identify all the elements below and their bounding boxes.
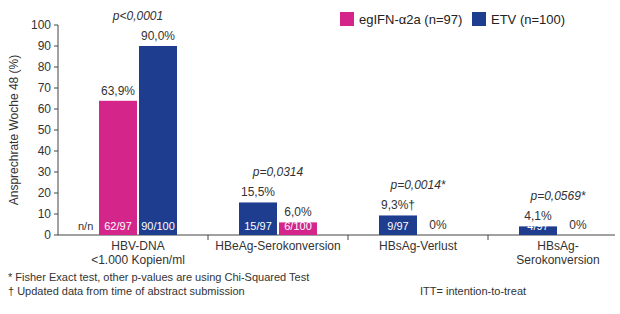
value-label: 63,9% xyxy=(101,84,135,98)
bar xyxy=(559,235,597,236)
bar xyxy=(239,202,277,235)
y-tick-label: 50 xyxy=(38,123,52,137)
x-separator xyxy=(348,235,349,240)
y-tick-label: 0 xyxy=(44,228,51,242)
footnote: ITT= intention-to-treat xyxy=(420,285,526,297)
y-axis-label: Ansprechrate Woche 48 (%) xyxy=(7,55,21,206)
value-label: 15,5% xyxy=(241,185,275,199)
value-label: 0% xyxy=(569,218,587,232)
y-tick-label: 10 xyxy=(38,207,52,221)
y-tick xyxy=(54,172,58,173)
y-tick xyxy=(54,67,58,68)
x-tick-label: HBeAg-Serokonversion xyxy=(215,239,340,253)
x-tick-label: HBsAg-Verlust xyxy=(379,239,458,253)
x-tick-label-line: HBV-DNA xyxy=(111,239,164,253)
value-label: 90,0% xyxy=(141,29,175,43)
count-label: 9/97 xyxy=(387,220,408,232)
footnote: † Updated data from time of abstract sub… xyxy=(8,285,245,297)
y-tick-label: 100 xyxy=(31,18,51,32)
y-tick xyxy=(54,235,58,236)
legend-swatch xyxy=(340,12,354,26)
p-value: p<0,0001 xyxy=(112,9,163,23)
p-value: p=0,0314 xyxy=(252,165,304,179)
legend-label: ETV (n=100) xyxy=(491,12,565,27)
legend: egIFN-α2a (n=97) ETV (n=100) xyxy=(340,12,565,27)
y-tick-label: 30 xyxy=(38,165,52,179)
value-label: 6,0% xyxy=(284,205,312,219)
labels: 63,9% 62/97 90,0% 90/100 p<0,0001 15,5% 15/97 6… xyxy=(78,9,587,232)
x-tick-label-line: Serokonversion xyxy=(516,253,599,267)
y-tick xyxy=(54,193,58,194)
bars xyxy=(99,46,557,235)
count-label: 6/100 xyxy=(284,220,312,232)
x-tick-label-line: <1.000 Kopien/ml xyxy=(91,253,185,267)
p-value: p=0,0569* xyxy=(529,189,585,203)
y-tick xyxy=(54,151,58,152)
y-tick xyxy=(54,109,58,110)
x-tick-label-line: HBsAg-Verlust xyxy=(379,239,458,253)
y-tick xyxy=(54,25,58,26)
x-separator xyxy=(208,235,209,240)
bar xyxy=(379,215,417,235)
x-tick-label: HBsAg-Serokonversion xyxy=(516,239,599,267)
count-label: 62/97 xyxy=(104,220,132,232)
y-tick-label: 60 xyxy=(38,102,52,116)
y-tick xyxy=(54,88,58,89)
x-separator xyxy=(488,235,489,240)
count-label: 15/97 xyxy=(244,220,272,232)
y-tick xyxy=(54,46,58,47)
value-label: 9,3%† xyxy=(381,198,415,212)
p-value: p=0,0014* xyxy=(389,178,445,192)
x-tick-label: HBV-DNA<1.000 Kopien/ml xyxy=(91,239,185,267)
x-tick-label-line: HBeAg-Serokonversion xyxy=(215,239,340,253)
x-tick-label-line: HBsAg- xyxy=(537,239,578,253)
annotation: n/n xyxy=(78,220,93,232)
y-tick-label: 90 xyxy=(38,39,52,53)
y-tick-label: 40 xyxy=(38,144,52,158)
y-tick-label: 70 xyxy=(38,81,52,95)
legend-label: egIFN-α2a (n=97) xyxy=(359,12,462,27)
y-tick-label: 80 xyxy=(38,60,52,74)
bar xyxy=(419,235,457,236)
footnote: * Fisher Exact test, other p-values are … xyxy=(8,271,309,283)
y-tick xyxy=(54,214,58,215)
bar xyxy=(139,46,177,235)
value-label: 0% xyxy=(429,218,447,232)
count-label: 4/97 xyxy=(527,220,548,232)
chart: 0 10 20 30 40 50 60 70 80 90 100 Ansprechrate Woche… xyxy=(0,0,620,314)
legend-swatch xyxy=(472,12,486,26)
bar xyxy=(99,101,137,235)
y-tick-label: 20 xyxy=(38,186,52,200)
count-label: 90/100 xyxy=(141,220,175,232)
y-tick xyxy=(54,130,58,131)
